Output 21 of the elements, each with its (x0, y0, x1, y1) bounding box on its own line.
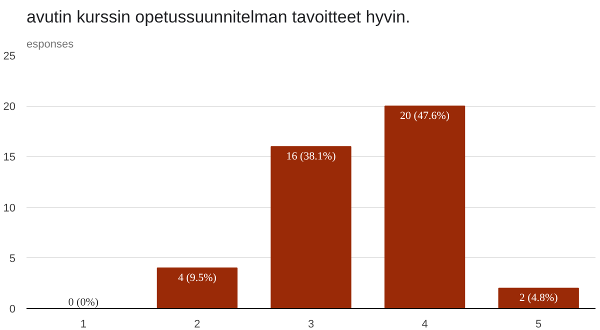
y-tick-label: 15 (3, 152, 16, 164)
x-tick-label: 4 (422, 318, 428, 330)
chart-title: avutin kurssin opetussuunnitelman tavoitteet hyvin. (26, 8, 410, 26)
data-label: 4 (9.5%) (178, 272, 217, 284)
y-tick-label: 10 (3, 202, 16, 214)
data-label: 20 (47.6%) (400, 110, 450, 122)
data-label: 2 (4.8%) (519, 292, 558, 304)
x-tick-label: 2 (194, 318, 200, 330)
y-tick-label: 25 (3, 50, 16, 62)
data-label: 0 (0%) (68, 296, 99, 308)
y-tick-label: 5 (9, 252, 16, 265)
bar (384, 106, 466, 308)
x-tick-label: 3 (308, 318, 314, 330)
data-label: 16 (38.1%) (286, 150, 336, 162)
chart-subtitle: esponses (26, 38, 74, 50)
y-tick-label: 20 (3, 101, 16, 114)
bar (156, 268, 238, 308)
x-tick-label: 5 (536, 318, 542, 330)
bar (270, 146, 352, 308)
x-tick-label: 1 (80, 318, 86, 330)
y-tick-label: 0 (9, 304, 16, 316)
